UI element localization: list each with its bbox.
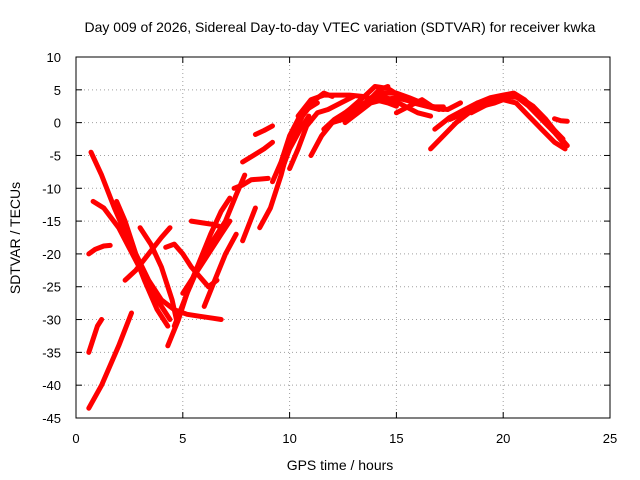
x-axis-title: GPS time / hours	[287, 457, 394, 473]
y-tick-label: 0	[54, 116, 61, 131]
series-track-16	[231, 175, 271, 191]
series-track-02	[86, 317, 105, 355]
y-tick-label: -35	[42, 345, 61, 360]
y-tick-label: -10	[42, 181, 61, 196]
series-track-17	[240, 139, 275, 165]
series-track-01	[86, 310, 134, 411]
series-track-21	[278, 113, 312, 175]
series-track-12	[188, 218, 222, 229]
series-track-03	[86, 242, 113, 257]
y-tick-label: -25	[42, 280, 61, 295]
series-track-14	[201, 231, 239, 309]
series-track-24	[308, 84, 391, 158]
series-track-13	[180, 218, 233, 296]
y-tick-label: -30	[42, 313, 61, 328]
plot-frame	[75, 56, 611, 419]
y-tick-label: -5	[49, 148, 61, 163]
x-tick-label: 5	[179, 431, 186, 446]
x-tick-label: 0	[72, 431, 79, 446]
data-series	[86, 84, 570, 411]
chart-title: Day 009 of 2026, Sidereal Day-to-day VTE…	[85, 19, 596, 35]
series-track-34	[552, 116, 570, 124]
series-track-33	[468, 93, 570, 149]
series-track-07	[122, 225, 173, 283]
x-tick-labels: 0 5 10 15 20 25	[72, 431, 617, 446]
series-track-08	[137, 225, 179, 322]
series-track-11	[171, 172, 248, 329]
x-tick-label: 25	[603, 431, 617, 446]
ticks	[75, 56, 611, 419]
y-tick-label: -20	[42, 247, 61, 262]
series-track-20	[270, 100, 320, 185]
y-axis-title: SDTVAR / TECUs	[7, 182, 23, 294]
series-track-15	[240, 205, 258, 244]
series-track-22	[287, 93, 357, 172]
series-track-06	[114, 198, 224, 322]
y-tick-labels: -45 -40 -35 -30 -25 -20 -15 -10 -5 0 5 10	[42, 50, 61, 426]
x-tick-label: 10	[282, 431, 296, 446]
series-track-29	[393, 97, 446, 116]
y-tick-label: -15	[42, 214, 61, 229]
series-track-05	[90, 198, 173, 322]
x-tick-label: 15	[389, 431, 403, 446]
x-tick-label: 20	[496, 431, 510, 446]
grid	[76, 57, 610, 418]
y-tick-label: -40	[42, 378, 61, 393]
y-tick-label: -45	[42, 411, 61, 426]
series-track-09	[163, 241, 220, 290]
y-tick-label: 10	[47, 50, 61, 65]
y-tick-label: 5	[54, 83, 61, 98]
series-track-18	[252, 123, 275, 137]
